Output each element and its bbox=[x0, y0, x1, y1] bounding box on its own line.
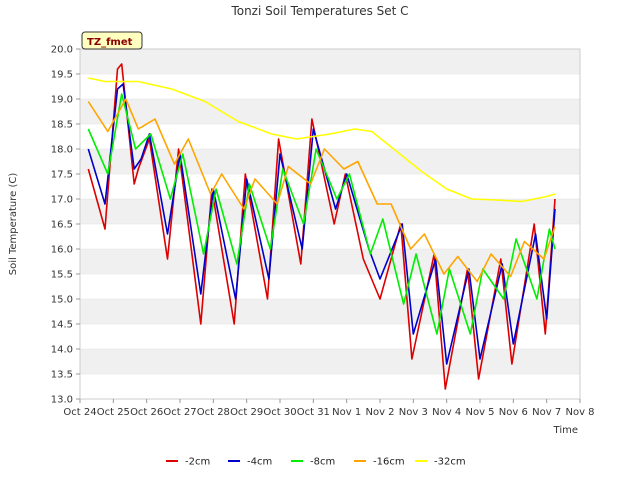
series-line-minus-2cm bbox=[87, 63, 556, 390]
y-tick-label: 13.5 bbox=[51, 370, 73, 381]
x-tick-label: Oct 24 bbox=[63, 407, 96, 418]
series-line-minus-16cm bbox=[87, 98, 556, 283]
y-tick-label: 17.0 bbox=[51, 195, 73, 206]
y-tick-label: 14.5 bbox=[51, 320, 73, 331]
x-tick-label: Nov 8 bbox=[565, 407, 594, 418]
x-tick-label: Nov 4 bbox=[432, 407, 461, 418]
badge-box bbox=[81, 31, 143, 50]
y-tick-label: 19.5 bbox=[51, 70, 73, 81]
badge-label: TZ_fmet bbox=[87, 37, 133, 48]
chart-title: Tonzi Soil Temperatures Set C bbox=[230, 4, 408, 18]
y-tick-label: 15.0 bbox=[51, 295, 73, 306]
series-line-minus-8cm bbox=[87, 93, 556, 335]
y-tick-label: 15.5 bbox=[51, 270, 73, 281]
grid-band bbox=[80, 149, 580, 174]
y-tick-label: 20.0 bbox=[51, 45, 73, 56]
x-axis-title: Time bbox=[553, 425, 578, 436]
grid-band bbox=[80, 49, 580, 74]
x-tick-label: Oct 28 bbox=[197, 407, 230, 418]
legend: -2cm -4cm -8cm -16cm -32cm bbox=[166, 457, 466, 468]
x-tick-label: Nov 7 bbox=[532, 407, 561, 418]
grid-band bbox=[80, 99, 580, 124]
x-tick-label: Oct 25 bbox=[97, 407, 130, 418]
y-tick-label: 13.0 bbox=[51, 395, 73, 406]
y-tick-label: 18.0 bbox=[51, 145, 73, 156]
grid-band bbox=[80, 224, 580, 249]
x-tick-label: Nov 1 bbox=[332, 407, 361, 418]
y-tick-label: 16.5 bbox=[51, 220, 73, 231]
badge: TZ_fmet bbox=[81, 31, 143, 50]
x-tick-label: Nov 6 bbox=[499, 407, 528, 418]
series-line-minus-32cm bbox=[88, 77, 556, 203]
series-line-minus-4cm bbox=[87, 83, 556, 365]
grid-band bbox=[80, 74, 580, 99]
y-tick-label: 16.0 bbox=[51, 245, 73, 256]
grid-band bbox=[80, 324, 580, 349]
x-tick-label: Oct 29 bbox=[230, 407, 263, 418]
y-tick-label: 19.0 bbox=[51, 95, 73, 106]
x-tick-label: Oct 26 bbox=[130, 407, 163, 418]
legend-label: -4cm bbox=[247, 457, 272, 468]
grid-band bbox=[80, 374, 580, 399]
y-axis: 13.0 13.5 14.0 14.5 15.0 15.5 16.0 16.5 17.0 17.5… bbox=[51, 45, 80, 406]
x-tick-label: Nov 5 bbox=[465, 407, 494, 418]
series-lines bbox=[87, 63, 556, 390]
grid-band bbox=[80, 299, 580, 324]
y-axis-title: Soil Temperature (C) bbox=[8, 173, 19, 276]
grid-band bbox=[80, 349, 580, 374]
x-axis: Oct 24 Oct 25 Oct 26 Oct 27 Oct 28 Oct 29 Oct … bbox=[63, 399, 595, 418]
x-tick-label: Oct 31 bbox=[297, 407, 330, 418]
x-tick-label: Nov 2 bbox=[365, 407, 394, 418]
legend-label: -2cm bbox=[185, 457, 210, 468]
plot-background bbox=[80, 48, 580, 400]
x-tick-label: Nov 3 bbox=[399, 407, 428, 418]
x-tick-label: Oct 30 bbox=[263, 407, 296, 418]
legend-label: -8cm bbox=[310, 457, 335, 468]
y-tick-label: 17.5 bbox=[51, 170, 73, 181]
legend-label: -16cm bbox=[373, 457, 405, 468]
x-tick-label: Oct 27 bbox=[163, 407, 196, 418]
y-tick-label: 14.0 bbox=[51, 345, 73, 356]
y-tick-label: 18.5 bbox=[51, 120, 73, 131]
legend-label: -32cm bbox=[434, 457, 466, 468]
